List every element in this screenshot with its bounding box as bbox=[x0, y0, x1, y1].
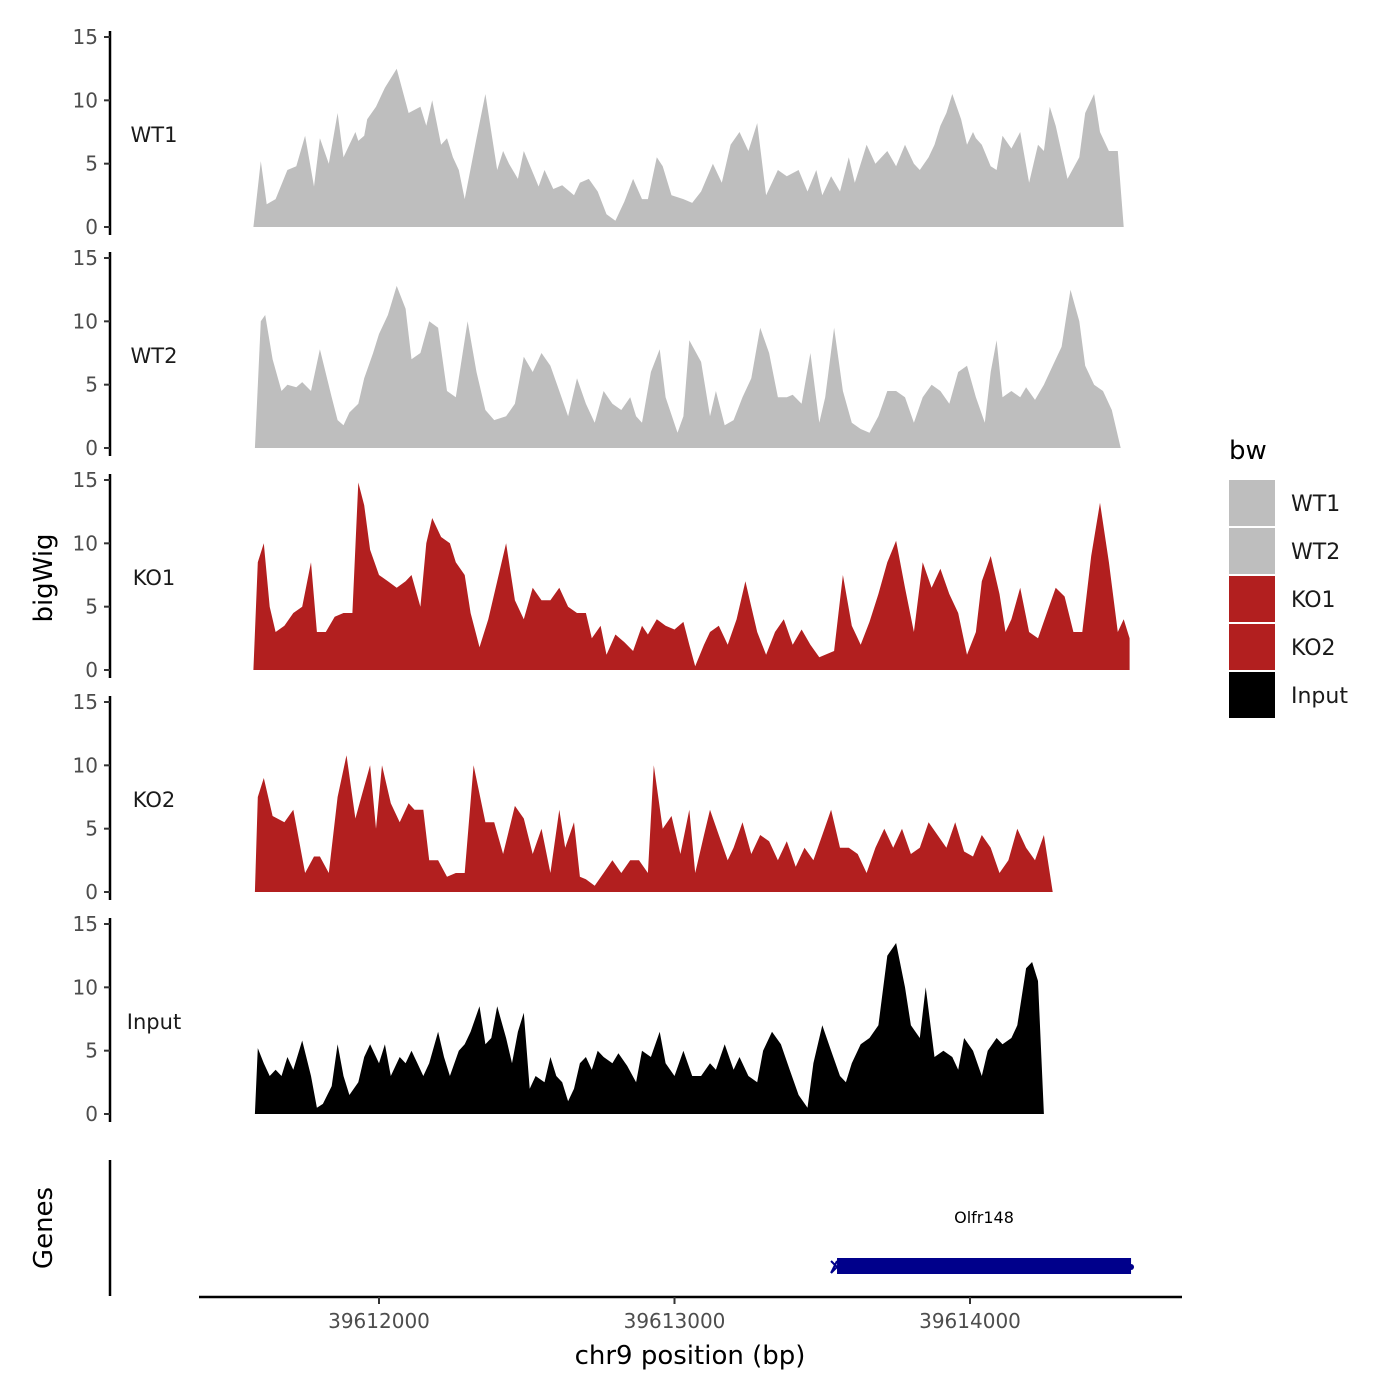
gene-start-marker bbox=[830, 1260, 839, 1274]
area-wt2 bbox=[254, 285, 1121, 448]
y-tick-label: 0 bbox=[85, 215, 98, 239]
y-axis-title: bigWig bbox=[29, 533, 59, 622]
y-tick-label: 5 bbox=[85, 373, 98, 397]
track-label: KO2 bbox=[133, 788, 176, 812]
legend-label: WT2 bbox=[1291, 540, 1340, 565]
track-label: Input bbox=[127, 1010, 181, 1034]
legend-key-ko1 bbox=[1229, 576, 1275, 622]
y-tick-label: 5 bbox=[85, 817, 98, 841]
x-tick-label: 39614000 bbox=[919, 1309, 1021, 1333]
y-tick-label: 15 bbox=[73, 25, 98, 49]
y-tick-label: 0 bbox=[85, 880, 98, 904]
track-panel-wt2: 0 5 10 15 WT2 bbox=[73, 246, 1121, 460]
track-panel-ko1: 0 5 10 15 KO1 bbox=[73, 468, 1130, 682]
x-tick-label: 39613000 bbox=[624, 1309, 726, 1333]
track-panel-input: 0 5 10 15 Input bbox=[73, 912, 1121, 1126]
area-input bbox=[254, 943, 1121, 1114]
legend: bw WT1 WT2 KO1 KO2 Input bbox=[1229, 436, 1348, 718]
track-panel-ko2: 0 5 10 15 KO2 bbox=[73, 690, 1053, 904]
y-tick-label: 5 bbox=[85, 595, 98, 619]
y-tick-label: 5 bbox=[85, 1039, 98, 1063]
y-tick-label: 10 bbox=[73, 975, 98, 999]
y-tick-label: 10 bbox=[73, 531, 98, 555]
y-tick-label: 0 bbox=[85, 1102, 98, 1126]
tracks-layer: 0 5 10 15 WT1 0 5 10 15 WT2 0 5 10 15 KO1 0 5 10 15 KO2 0 5 10… bbox=[73, 25, 1130, 1126]
genes-axis-title: Genes bbox=[29, 1187, 59, 1269]
y-tick-label: 15 bbox=[73, 912, 98, 936]
track-panel-wt1: 0 5 10 15 WT1 bbox=[73, 25, 1124, 239]
legend-key-ko2 bbox=[1229, 624, 1275, 670]
legend-label: KO2 bbox=[1291, 636, 1336, 661]
track-label: WT2 bbox=[131, 344, 178, 368]
legend-key-wt1 bbox=[1229, 480, 1275, 526]
y-tick-label: 10 bbox=[73, 309, 98, 333]
area-ko1 bbox=[253, 482, 1130, 670]
area-wt1 bbox=[253, 68, 1124, 227]
x-axis: 39612000 39613000 39614000 bbox=[199, 1295, 1182, 1333]
track-label: WT1 bbox=[131, 123, 178, 147]
y-tick-label: 10 bbox=[73, 753, 98, 777]
genes-panel: Olfr148 bbox=[108, 1160, 1135, 1296]
legend-label: KO1 bbox=[1291, 588, 1336, 613]
legend-key-wt2 bbox=[1229, 528, 1275, 574]
y-tick-label: 15 bbox=[73, 468, 98, 492]
y-tick-label: 0 bbox=[85, 436, 98, 460]
area-ko2 bbox=[254, 755, 1053, 892]
x-tick-label: 39612000 bbox=[328, 1309, 430, 1333]
y-tick-label: 15 bbox=[73, 690, 98, 714]
legend-label: Input bbox=[1291, 684, 1348, 709]
legend-key-input bbox=[1229, 672, 1275, 718]
gene-end-marker bbox=[1128, 1264, 1135, 1270]
gene-label: Olfr148 bbox=[954, 1208, 1014, 1227]
legend-title: bw bbox=[1229, 436, 1267, 466]
track-label: KO1 bbox=[133, 566, 176, 590]
y-tick-label: 10 bbox=[73, 88, 98, 112]
x-axis-title: chr9 position (bp) bbox=[575, 1341, 806, 1371]
gene-body bbox=[837, 1258, 1132, 1274]
y-tick-label: 0 bbox=[85, 658, 98, 682]
y-tick-label: 5 bbox=[85, 152, 98, 176]
y-tick-label: 15 bbox=[73, 246, 98, 270]
legend-label: WT1 bbox=[1291, 492, 1340, 517]
